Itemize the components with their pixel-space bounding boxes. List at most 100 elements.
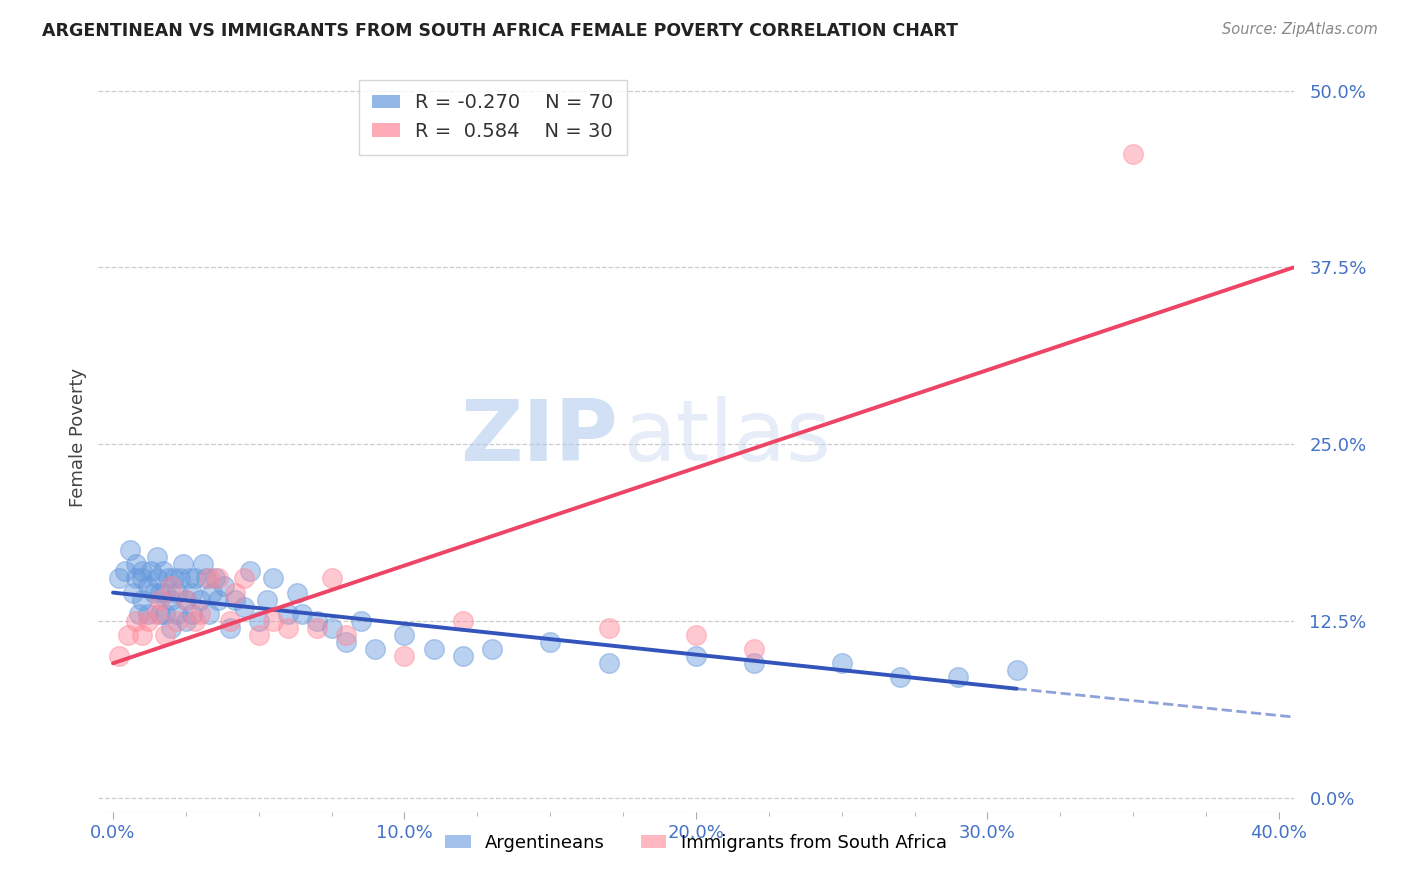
Point (145, 607, 167, 621)
Point (212, 578, 235, 592)
Point (204, 571, 226, 585)
Point (166, 585, 188, 599)
Point (889, 670, 911, 684)
Point (149, 607, 172, 621)
Point (198, 571, 221, 585)
Point (125, 571, 148, 585)
Point (305, 614, 328, 628)
Point (207, 571, 229, 585)
Point (136, 607, 159, 621)
Point (145, 571, 167, 585)
Point (136, 614, 159, 628)
Point (277, 621, 299, 635)
Point (177, 571, 200, 585)
Point (131, 571, 153, 585)
Point (180, 585, 202, 599)
Point (117, 628, 139, 642)
Point (685, 628, 707, 642)
Text: atlas: atlas (624, 395, 832, 479)
Point (131, 628, 153, 642)
Point (155, 628, 177, 642)
Point (233, 599, 256, 614)
Point (198, 607, 221, 621)
Point (155, 607, 177, 621)
Point (224, 592, 246, 607)
Point (262, 614, 284, 628)
Point (172, 558, 194, 572)
Point (149, 585, 172, 599)
Point (169, 571, 191, 585)
Point (831, 657, 853, 671)
Point (247, 614, 270, 628)
Point (321, 571, 343, 585)
Point (218, 621, 240, 635)
Point (190, 592, 212, 607)
Point (160, 578, 183, 592)
Point (108, 649, 131, 664)
Point (305, 621, 328, 635)
Point (122, 585, 145, 599)
Point (394, 628, 416, 642)
Point (598, 621, 620, 635)
Point (598, 657, 620, 671)
Point (108, 571, 131, 585)
Point (145, 550, 167, 565)
Point (451, 614, 474, 628)
Point (190, 607, 212, 621)
Point (742, 657, 765, 671)
Point (166, 614, 188, 628)
Point (163, 571, 186, 585)
Point (180, 607, 202, 621)
Point (128, 607, 150, 621)
Point (394, 649, 416, 664)
Point (262, 571, 284, 585)
Text: Source: ZipAtlas.com: Source: ZipAtlas.com (1222, 22, 1378, 37)
Point (201, 585, 224, 599)
Point (247, 628, 270, 642)
Point (174, 614, 197, 628)
Point (174, 592, 197, 607)
Legend: Argentineans, Immigrants from South Africa: Argentineans, Immigrants from South Afri… (439, 827, 953, 859)
Point (233, 571, 256, 585)
Point (335, 635, 357, 649)
Point (114, 565, 136, 579)
Point (224, 585, 246, 599)
Point (538, 635, 561, 649)
Point (183, 571, 205, 585)
Point (125, 614, 148, 628)
Point (160, 621, 183, 635)
Point (685, 649, 707, 664)
Point (350, 614, 373, 628)
Point (256, 592, 278, 607)
Point (1122, 147, 1144, 161)
Point (285, 585, 308, 599)
Point (1005, 664, 1028, 678)
Point (291, 607, 314, 621)
Point (139, 565, 162, 579)
Point (321, 621, 343, 635)
Point (481, 642, 503, 657)
Point (193, 558, 215, 572)
Point (422, 642, 444, 657)
Point (948, 670, 970, 684)
Point (149, 592, 172, 607)
Point (131, 565, 153, 579)
Point (174, 592, 197, 607)
Point (742, 642, 765, 657)
Point (157, 571, 180, 585)
Point (125, 558, 148, 572)
Point (218, 614, 240, 628)
Point (364, 642, 387, 657)
Point (136, 578, 159, 592)
Point (160, 592, 183, 607)
Point (451, 649, 474, 664)
Text: ZIP: ZIP (461, 395, 619, 479)
Point (335, 628, 357, 642)
Y-axis label: Female Poverty: Female Poverty (69, 368, 87, 507)
Point (166, 607, 188, 621)
Point (120, 543, 142, 558)
Point (195, 571, 218, 585)
Point (239, 565, 262, 579)
Point (152, 565, 174, 579)
Point (131, 592, 153, 607)
